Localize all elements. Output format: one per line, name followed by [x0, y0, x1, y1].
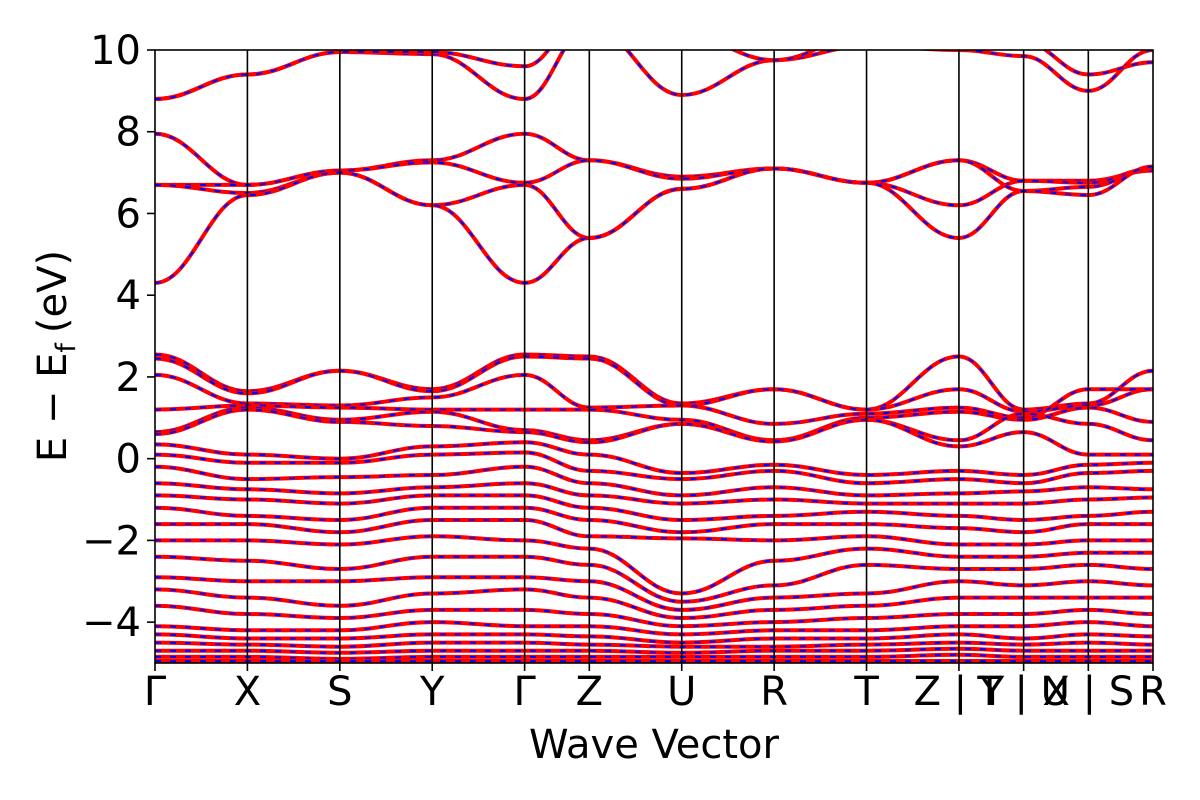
- band-line-b02: [155, 50, 1153, 101]
- x-tick-label: Γ: [513, 669, 536, 715]
- y-axis-label-main: E − E: [30, 353, 76, 463]
- x-tick-label: X: [234, 669, 261, 715]
- band-dashed-b06: [155, 165, 1153, 284]
- x-tick-label: Z | Y: [914, 669, 1005, 715]
- plot-frame: [154, 49, 1154, 664]
- band-dashed-b08: [155, 355, 1153, 413]
- y-tick-label: 4: [116, 273, 141, 319]
- y-tick-label: 8: [116, 110, 141, 156]
- x-tick-label: S: [327, 669, 352, 715]
- y-axis-ticks: −4 −2 0 2 4 6 8 10: [82, 28, 155, 646]
- y-tick-label: 6: [116, 191, 141, 237]
- y-tick-label: 2: [116, 355, 141, 401]
- x-tick-label: R: [1139, 669, 1167, 715]
- y-axis-label: E − Ef (eV): [30, 250, 82, 462]
- y-axis-label-unit: (eV): [30, 250, 76, 333]
- x-tick-label: T | U: [976, 669, 1070, 715]
- high-symmetry-lines: [246, 50, 1090, 663]
- band-dashed-b11: [155, 406, 1153, 442]
- y-tick-label: −4: [82, 600, 141, 646]
- band-dashed-b04: [155, 159, 1153, 207]
- y-tick-label: −2: [82, 518, 141, 564]
- x-tick-label: T: [853, 669, 879, 715]
- x-axis-label: Wave Vector: [529, 722, 780, 768]
- x-tick-label: X | S: [1042, 669, 1134, 715]
- x-tick-label: R: [760, 669, 788, 715]
- y-tick-label: 10: [90, 28, 141, 74]
- x-tick-label: Z: [576, 669, 603, 715]
- y-tick-label: 0: [116, 437, 141, 483]
- x-tick-label: U: [667, 669, 696, 715]
- y-axis-label-subscript: f: [51, 342, 82, 353]
- x-tick-label: Γ: [144, 669, 167, 715]
- x-tick-label: Y: [419, 669, 445, 715]
